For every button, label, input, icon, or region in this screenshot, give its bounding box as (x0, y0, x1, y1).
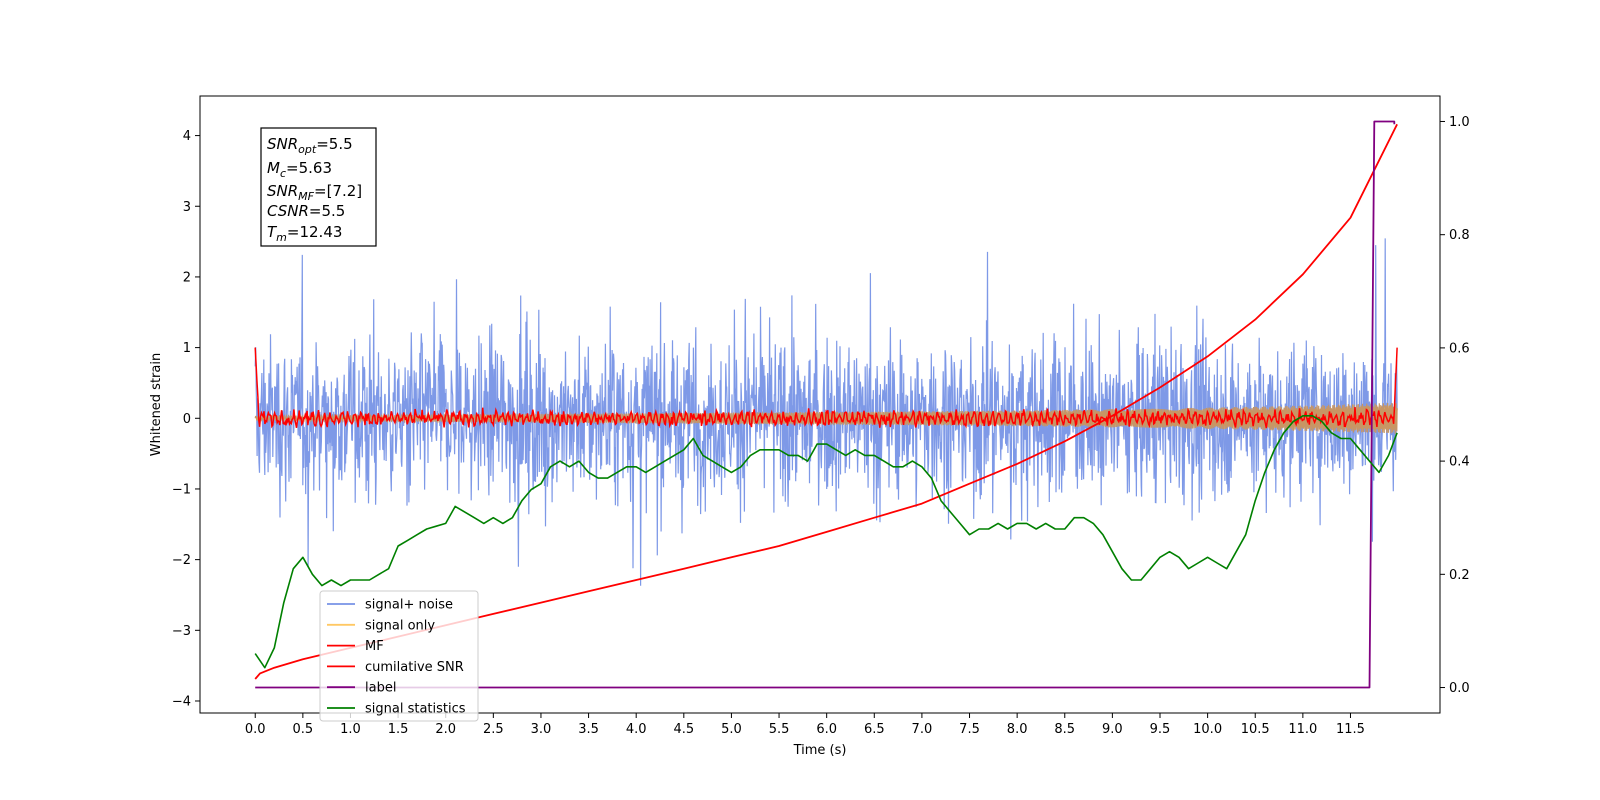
legend-label: MF (365, 639, 384, 654)
x-tick-label: 3.5 (578, 722, 599, 737)
x-tick-label: 9.0 (1102, 722, 1123, 737)
x-tick-label: 11.5 (1336, 722, 1365, 737)
legend-label: signal only (365, 618, 435, 633)
y-tick-label: 2 (183, 270, 191, 285)
x-tick-label: 1.0 (340, 722, 361, 737)
series-signal-noise (254, 238, 1398, 586)
x-tick-label: 4.0 (626, 722, 647, 737)
y-axis-right: 0.0 0.2 0.4 0.6 0.8 1.0 (1440, 115, 1470, 696)
y-tick-label: 1 (183, 341, 191, 356)
legend-frame (319, 590, 479, 722)
x-tick-label: 3.0 (531, 722, 552, 737)
legend-label: label (365, 681, 396, 696)
info-box: SNRopt=5.5 Mc=5.63 SNRMF=[7.2] CSNR=5.5 … (260, 127, 377, 247)
x-tick-label: 8.5 (1054, 722, 1075, 737)
y2-tick-label: 0.6 (1449, 341, 1470, 356)
x-tick-label: 4.5 (673, 722, 694, 737)
x-tick-label: 10.5 (1241, 722, 1270, 737)
series-mf (254, 347, 1398, 429)
x-tick-label: 5.0 (721, 722, 742, 737)
y-axis-left: −4 −3 −2 −1 0 1 2 3 4 (172, 129, 200, 709)
y2-tick-label: 0.8 (1449, 228, 1470, 243)
legend: signal+ noise signal only MF cumilative SNR… (319, 590, 479, 722)
x-tick-label: 7.5 (959, 722, 980, 737)
y-axis-label: Whitened strain (149, 353, 164, 456)
legend-label: signal statistics (365, 702, 466, 717)
y-tick-label: −2 (172, 553, 191, 568)
x-axis-label: Time (s) (793, 743, 847, 758)
x-axis: 0.0 0.5 1.0 1.5 2.0 2.5 3.0 3.5 4.0 4.5 5.0 5.5 6.0 6… (245, 713, 1365, 737)
y-tick-label: 4 (183, 129, 191, 144)
y-tick-label: 3 (183, 200, 191, 215)
y2-tick-label: 0.2 (1449, 568, 1470, 583)
y2-tick-label: 0.4 (1449, 455, 1470, 470)
series-label (255, 120, 1396, 689)
info-tm: Tm=12.43 (267, 223, 342, 244)
legend-label: cumilative SNR (365, 660, 464, 675)
x-tick-label: 2.0 (435, 722, 456, 737)
y-tick-label: −1 (172, 482, 191, 497)
info-snr-mf: SNRMF=[7.2] (267, 182, 362, 203)
x-tick-label: 8.0 (1007, 722, 1028, 737)
y2-tick-label: 0.0 (1449, 681, 1470, 696)
x-tick-label: 0.5 (293, 722, 314, 737)
x-tick-label: 6.0 (816, 722, 837, 737)
y-tick-label: −3 (172, 624, 191, 639)
x-tick-label: 7.0 (912, 722, 933, 737)
plot-frame (199, 95, 1441, 714)
y2-tick-label: 1.0 (1449, 115, 1470, 130)
info-csnr: CSNR=5.5 (267, 202, 345, 220)
x-tick-label: 6.5 (864, 722, 885, 737)
x-tick-label: 9.5 (1150, 722, 1171, 737)
x-tick-label: 0.0 (245, 722, 266, 737)
info-mc: Mc=5.63 (267, 159, 332, 180)
y-tick-label: −4 (172, 694, 191, 709)
x-tick-label: 11.0 (1288, 722, 1317, 737)
x-tick-label: 1.5 (388, 722, 409, 737)
x-tick-label: 5.5 (769, 722, 790, 737)
x-tick-label: 10.0 (1193, 722, 1222, 737)
legend-label: signal+ noise (365, 598, 453, 613)
info-snr-opt: SNRopt=5.5 (267, 135, 353, 156)
y-tick-label: 0 (183, 412, 191, 427)
x-tick-label: 2.5 (483, 722, 504, 737)
info-box-frame (260, 127, 377, 247)
series-signal-statistics (254, 415, 1398, 669)
